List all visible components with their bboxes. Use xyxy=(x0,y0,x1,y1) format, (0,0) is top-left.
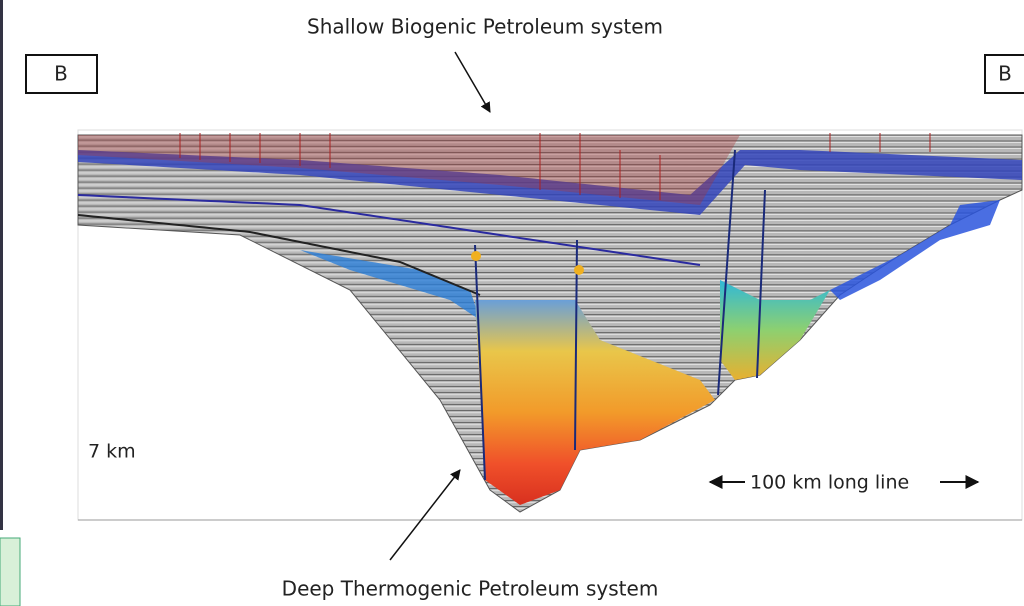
marker: B xyxy=(54,62,68,86)
arrow xyxy=(455,52,490,112)
marker: B xyxy=(998,62,1012,86)
bottom-label: Deep Thermogenic Petroleum system xyxy=(282,577,659,601)
frame-edge xyxy=(0,0,3,530)
cross-section xyxy=(78,130,1022,520)
top-label: Shallow Biogenic Petroleum system xyxy=(307,15,663,39)
length-label: 100 km long line xyxy=(750,472,909,494)
depth-label: 7 km xyxy=(88,441,136,463)
slide: Shallow Biogenic Petroleum system B B 7 … xyxy=(0,0,1024,606)
side-panel xyxy=(0,538,20,606)
